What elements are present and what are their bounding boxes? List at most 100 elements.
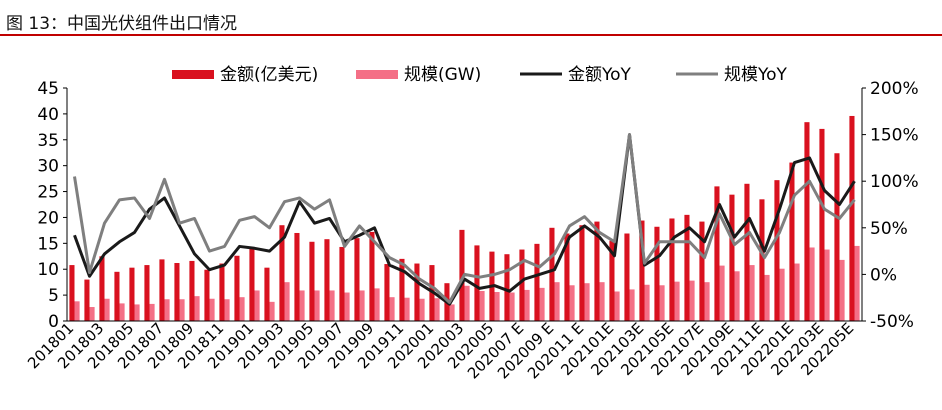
left-tick-label: 5 <box>48 286 59 306</box>
bar-value-201801 <box>69 265 75 321</box>
line-value-yoy <box>73 133 856 306</box>
right-tick-label: 0% <box>870 265 897 285</box>
bar-value-201903 <box>279 225 285 321</box>
bar-volume-201905 <box>314 290 320 321</box>
bar-volume-202001 <box>434 298 440 321</box>
bar-volume-201912 <box>419 298 425 321</box>
bar-value-202008 E <box>534 243 540 321</box>
bar-value-202006 <box>504 254 510 321</box>
bar-volume-202004 <box>479 290 485 321</box>
left-tick-label: 25 <box>37 183 59 203</box>
bar-value-201910 <box>384 264 390 321</box>
bar-value-201808 <box>174 263 180 321</box>
bar-volume-202007 E <box>524 289 530 321</box>
right-tick-label: 200% <box>870 79 919 99</box>
bar-value-202007 E <box>519 249 525 321</box>
bar-volume-201801 <box>74 301 80 321</box>
bar-value-201905 <box>309 241 315 321</box>
bar-volume-201904 <box>299 290 305 321</box>
legend-label-2: 金额YoY <box>568 65 632 85</box>
bar-volume-202008 E <box>539 287 545 321</box>
bar-volume-201911 <box>404 297 410 321</box>
bar-value-201806 <box>144 265 150 321</box>
bar-value-201909 <box>369 231 375 321</box>
bar-value-202012 E <box>594 221 600 321</box>
bar-value-201805 <box>129 267 135 321</box>
left-tick-label: 0 <box>48 312 59 332</box>
bar-value-202102E <box>624 233 630 321</box>
bar-value-202004 <box>474 245 480 321</box>
legend-label-0: 金额(亿美元) <box>220 65 318 85</box>
bar-value-201812 <box>234 255 240 321</box>
bar-value-202108E <box>714 186 720 321</box>
bar-volume-202203E <box>824 249 830 321</box>
bar-value-202009 E <box>549 227 555 321</box>
bar-volume-201902 <box>269 301 275 321</box>
bar-volume-202006 <box>509 292 515 321</box>
figure-header: 图 13：中国光伏组件出口情况 <box>0 0 942 38</box>
left-tick-label: 10 <box>37 260 59 280</box>
bar-value-201912 <box>414 263 420 321</box>
bar-volume-201811 <box>224 299 230 321</box>
bar-value-201810 <box>204 269 210 321</box>
bar-volume-202205E <box>854 245 860 321</box>
bar-volume-202103E <box>644 284 650 321</box>
bar-volume-202111E <box>764 274 770 321</box>
bar-value-201908 <box>354 238 360 321</box>
bar-value-202103E <box>639 220 645 321</box>
bar-value-201901 <box>249 247 255 321</box>
left-tick-label: 30 <box>37 157 59 177</box>
bar-value-202106E <box>684 214 690 321</box>
title-rule <box>0 34 942 36</box>
bar-volume-202010 E <box>569 285 575 321</box>
left-tick-label: 35 <box>37 131 59 151</box>
bar-value-201804 <box>114 271 120 321</box>
bar-value-202104E <box>654 226 660 321</box>
bar-volume-201809 <box>194 296 200 321</box>
left-tick-label: 40 <box>37 105 59 125</box>
bar-volume-201806 <box>149 303 155 321</box>
bar-value-201809 <box>189 260 195 321</box>
legend-swatch-1 <box>356 70 398 79</box>
left-tick-label: 15 <box>37 234 59 254</box>
bar-volume-201808 <box>179 299 185 321</box>
bar-value-202112E <box>774 180 780 321</box>
bar-value-201906 <box>324 239 330 321</box>
legend-label-3: 规模YoY <box>724 65 788 85</box>
line-volume-yoy <box>73 133 856 304</box>
bar-volume-201910 <box>389 297 395 321</box>
bar-volume-201802 <box>89 307 95 321</box>
bar-volume-201907 <box>344 292 350 321</box>
bar-value-202110E <box>744 183 750 321</box>
bar-value-201802 <box>84 279 90 321</box>
bar-volume-201805 <box>134 304 140 321</box>
bar-volume-201908 <box>359 290 365 321</box>
bar-volume-201812 <box>239 297 245 321</box>
bar-value-202010 E <box>564 233 570 321</box>
bar-volume-202012 E <box>599 282 605 321</box>
bar-value-202003 <box>459 229 465 321</box>
bar-value-202203E <box>819 128 825 321</box>
left-tick-label: 45 <box>37 79 59 99</box>
bar-volume-202011 E <box>584 283 590 321</box>
bar-value-201902 <box>264 267 270 321</box>
export-chart: 051015202530354045-50%0%50%100%150%200%2… <box>24 65 919 382</box>
line-layer <box>73 133 856 306</box>
bar-value-202111E <box>759 199 765 321</box>
left-tick-label: 20 <box>37 208 59 228</box>
legend: 金额(亿美元) 规模(GW) 金额YoY 规模YoY <box>172 65 788 85</box>
bar-value-202101E <box>609 240 615 321</box>
bar-value-202205E <box>849 115 855 322</box>
bar-volume-202204E <box>839 259 845 321</box>
bar-volume-202201E <box>794 263 800 321</box>
right-tick-label: 150% <box>870 126 919 146</box>
bar-volume-201901 <box>254 290 260 321</box>
right-tick-label: 50% <box>870 219 908 239</box>
bar-volume-201903 <box>284 282 290 321</box>
legend-swatch-0 <box>172 70 214 79</box>
bar-volume-201810 <box>209 298 215 321</box>
bar-volume-202107E <box>704 282 710 321</box>
bar-value-202202E <box>804 122 810 321</box>
bar-layer <box>69 115 860 322</box>
bar-value-202204E <box>834 153 840 321</box>
